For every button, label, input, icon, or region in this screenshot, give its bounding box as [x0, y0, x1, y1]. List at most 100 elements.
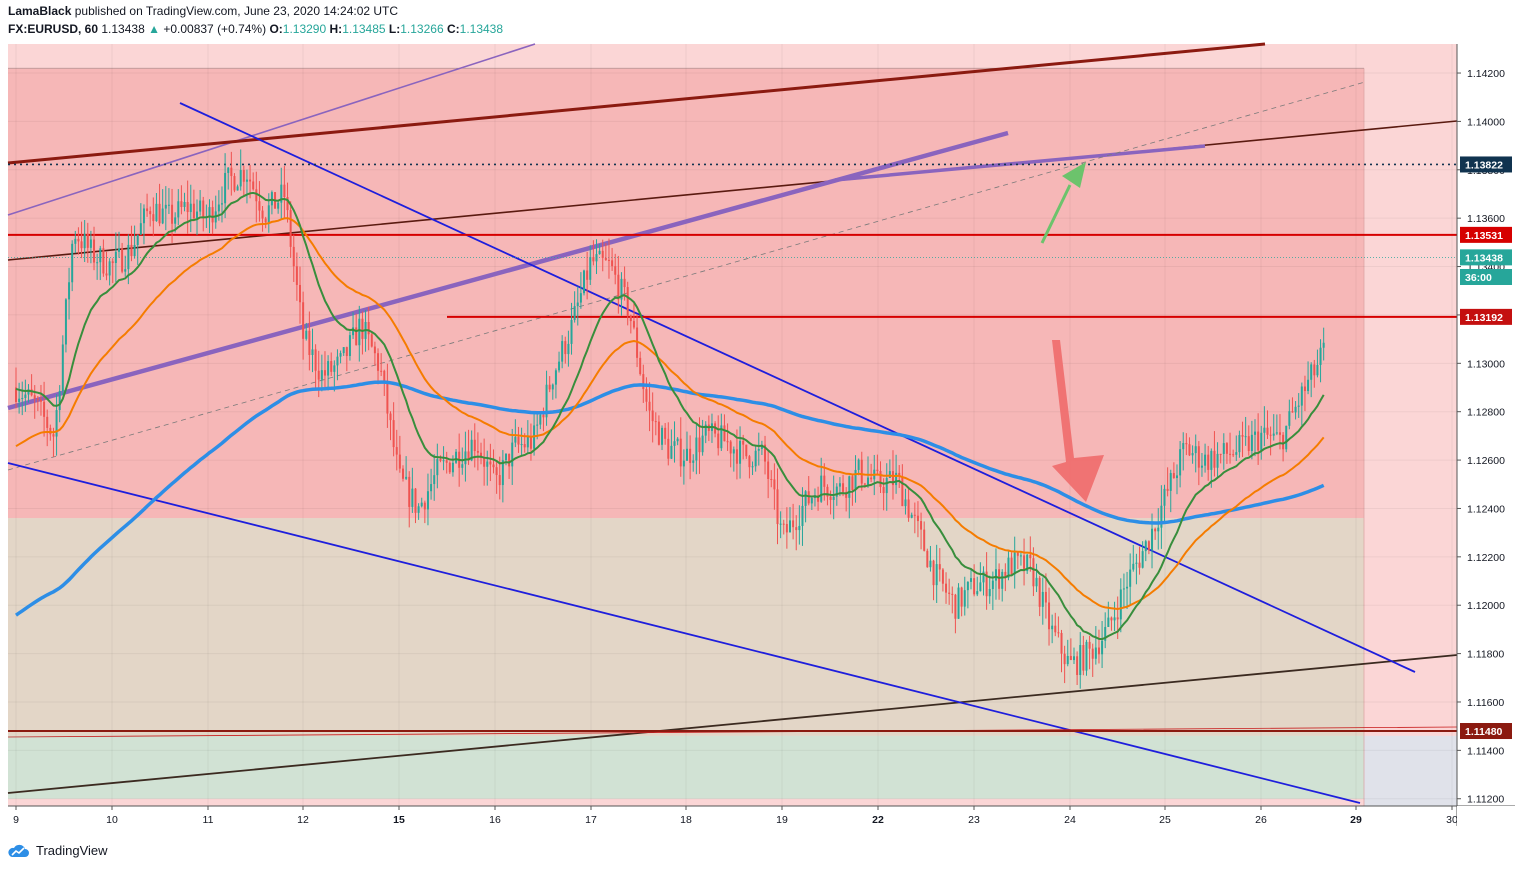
candle	[589, 245, 592, 286]
candle	[21, 381, 24, 416]
candle	[358, 305, 361, 362]
candle-body	[1001, 571, 1004, 589]
time-tick-label: 19	[776, 814, 788, 826]
candle-body	[1026, 554, 1029, 572]
candle-body	[498, 475, 501, 486]
candle	[920, 512, 923, 550]
darkbrown-mid-trendline	[7, 120, 1458, 261]
candle-body	[651, 410, 654, 422]
candle	[414, 487, 417, 524]
candle-body	[1232, 454, 1235, 456]
candle-body	[217, 204, 220, 212]
candle	[89, 230, 92, 264]
candle-body	[495, 467, 498, 476]
candle-body	[80, 241, 83, 249]
candle	[1072, 647, 1075, 664]
candle-body	[292, 246, 295, 267]
candle-body	[1091, 648, 1094, 659]
candle-body	[1163, 488, 1166, 506]
candle	[1101, 620, 1104, 668]
candle-body	[105, 273, 108, 276]
time-tick-label: 9	[13, 814, 19, 826]
candle-body	[64, 299, 67, 345]
candle-body	[1138, 562, 1141, 568]
candle	[252, 172, 255, 191]
candle	[1235, 435, 1238, 462]
candle-body	[352, 327, 355, 336]
candle-body	[1222, 443, 1225, 454]
candle	[617, 255, 620, 314]
candle	[1029, 536, 1032, 572]
indicators	[14, 191, 1325, 641]
candle-body	[117, 248, 120, 252]
candle-body	[1319, 347, 1322, 365]
candle-body	[551, 384, 554, 390]
candle-body	[233, 176, 236, 191]
candle	[832, 475, 835, 520]
price-axis-bg	[1457, 44, 1515, 826]
candle-body	[442, 460, 445, 462]
candle	[473, 423, 476, 468]
candle	[280, 167, 283, 220]
candle-body	[1132, 563, 1135, 570]
candle	[1144, 539, 1147, 562]
candle	[785, 507, 788, 549]
candle-body	[323, 370, 326, 376]
candle	[345, 346, 348, 372]
candle-body	[1119, 589, 1122, 620]
candle	[788, 507, 791, 533]
candle	[598, 244, 601, 255]
candle	[61, 335, 64, 396]
tradingview-brand[interactable]: TradingView	[8, 843, 108, 858]
candle	[423, 500, 426, 524]
candle-body	[913, 514, 916, 516]
candle	[470, 430, 473, 462]
candle	[261, 206, 264, 232]
candle	[289, 201, 292, 258]
candle-body	[27, 389, 30, 395]
candle-body	[867, 477, 870, 485]
candle-body	[832, 496, 835, 500]
candle-body	[46, 416, 49, 428]
candle-body	[320, 370, 323, 380]
candle	[108, 258, 111, 286]
candle	[192, 189, 195, 222]
candle-body	[673, 441, 676, 446]
candle-body	[314, 349, 317, 371]
candle	[55, 394, 58, 456]
published-text: published on TradingView.com, June 23, 2…	[74, 4, 399, 18]
candle	[445, 451, 448, 474]
candle-body	[885, 477, 888, 494]
candle	[645, 377, 648, 412]
candle-body	[1285, 425, 1288, 450]
candle	[1032, 547, 1035, 597]
candle-body	[1160, 505, 1163, 528]
candle	[411, 467, 414, 513]
candle-body	[21, 397, 24, 399]
author-name[interactable]: LamaBlack	[8, 4, 72, 18]
candle-body	[142, 208, 145, 224]
candle	[545, 370, 548, 426]
future-grey-zone	[1364, 735, 1457, 806]
candle	[867, 456, 870, 488]
candle	[114, 232, 117, 283]
candle-body	[330, 361, 333, 372]
candle-body	[508, 453, 511, 467]
candle	[1238, 430, 1241, 458]
candle	[751, 461, 754, 476]
candle	[74, 230, 77, 254]
candle-body	[739, 440, 742, 464]
candle-body	[130, 244, 133, 257]
candle	[960, 586, 963, 617]
candle	[33, 385, 36, 419]
candle	[932, 559, 935, 601]
candle	[916, 501, 919, 538]
candle-body	[255, 189, 258, 202]
candle-body	[938, 564, 941, 570]
candle	[957, 583, 960, 619]
symbol-label[interactable]: FX:EURUSD, 60	[8, 22, 99, 36]
candle	[99, 245, 102, 281]
candle-body	[898, 472, 901, 477]
candle	[767, 449, 770, 499]
